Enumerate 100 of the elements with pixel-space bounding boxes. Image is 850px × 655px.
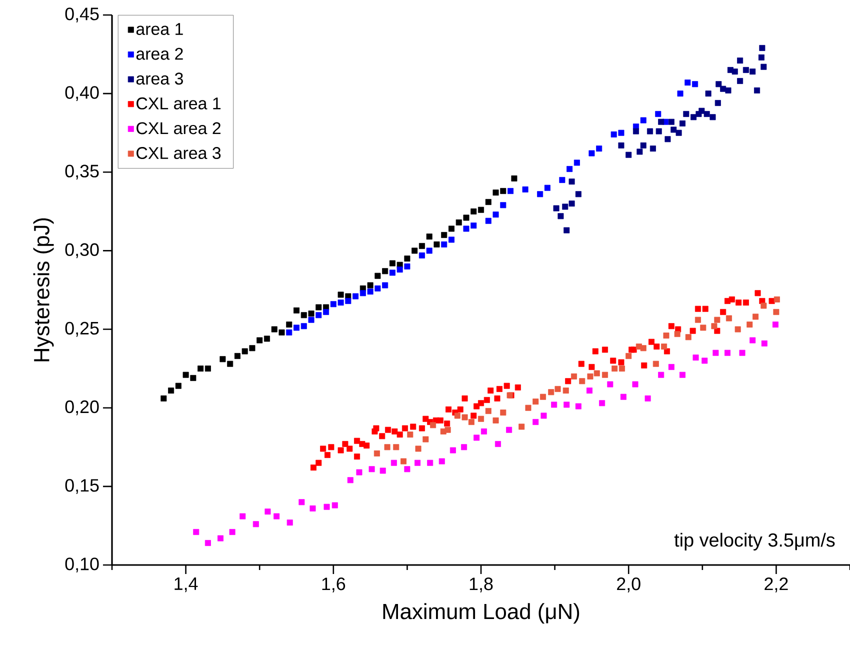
point <box>430 422 436 428</box>
point <box>574 160 580 166</box>
point <box>548 389 554 396</box>
point <box>772 322 778 328</box>
point <box>310 505 316 512</box>
point <box>448 226 454 232</box>
point <box>626 152 632 158</box>
point <box>175 382 182 389</box>
point <box>426 234 432 240</box>
point <box>670 126 677 133</box>
point <box>704 110 710 117</box>
point <box>679 120 686 126</box>
point <box>647 128 654 134</box>
point <box>316 312 322 318</box>
point <box>737 58 744 64</box>
point <box>160 395 167 402</box>
point <box>610 131 617 138</box>
point <box>274 513 280 520</box>
legend-label: area 1 <box>136 23 183 36</box>
point <box>746 322 753 328</box>
point <box>300 323 307 330</box>
point <box>759 44 766 51</box>
point <box>564 227 570 234</box>
point <box>636 148 643 155</box>
point <box>190 374 196 381</box>
y-tick-label: 0,40 <box>65 86 99 101</box>
point <box>249 345 256 352</box>
legend-label: CXL area 1 <box>136 97 221 110</box>
point <box>508 188 514 194</box>
point <box>711 323 718 330</box>
point <box>559 176 566 183</box>
point <box>441 232 448 238</box>
point <box>532 398 539 405</box>
point <box>579 378 586 384</box>
point <box>198 366 204 372</box>
x-tick-label: 1,8 <box>470 578 493 592</box>
point <box>286 520 293 526</box>
point <box>575 191 582 198</box>
point <box>683 110 690 117</box>
point <box>750 68 756 75</box>
y-tick-label: 0,30 <box>65 243 99 258</box>
point <box>345 298 352 304</box>
point <box>566 166 573 172</box>
point <box>400 458 407 464</box>
point <box>525 404 532 411</box>
point <box>774 296 780 302</box>
point <box>462 414 468 420</box>
point <box>652 360 659 367</box>
point <box>562 388 569 394</box>
point <box>389 270 396 276</box>
annotation: tip velocity 3.5μm/s <box>674 532 835 550</box>
x-tick-label: 2,2 <box>764 578 788 592</box>
point <box>470 222 477 229</box>
point <box>518 424 525 430</box>
point <box>626 352 632 359</box>
point <box>551 402 558 408</box>
point <box>422 436 429 442</box>
point <box>374 272 381 279</box>
point <box>204 366 211 372</box>
point <box>668 364 674 370</box>
point <box>278 329 285 336</box>
point <box>760 302 767 309</box>
point <box>710 114 716 120</box>
point <box>620 394 626 400</box>
y-axis-title: Hysteresis (pJ) <box>33 218 54 362</box>
point <box>382 268 388 274</box>
point <box>396 266 403 273</box>
point <box>588 150 595 156</box>
point <box>256 337 263 344</box>
point <box>618 366 625 372</box>
point <box>599 400 606 406</box>
point <box>742 66 749 73</box>
point <box>674 330 680 337</box>
point <box>656 128 662 134</box>
x-axis-title: Maximum Load (μN) <box>383 603 580 624</box>
point <box>204 540 211 546</box>
point <box>338 292 344 298</box>
y-tick-label: 0,25 <box>65 322 99 337</box>
point <box>632 381 638 388</box>
point <box>658 372 664 378</box>
point <box>758 54 764 60</box>
point <box>352 293 359 300</box>
point <box>640 117 646 124</box>
point <box>698 108 705 114</box>
point <box>612 366 618 372</box>
point <box>540 394 546 400</box>
point <box>463 214 470 221</box>
point <box>380 468 386 474</box>
point <box>485 198 492 205</box>
point <box>714 316 720 323</box>
point <box>692 354 699 361</box>
point <box>540 412 547 419</box>
point <box>739 350 746 356</box>
point <box>511 175 518 182</box>
point <box>661 344 668 350</box>
point <box>752 314 759 320</box>
point <box>444 426 451 433</box>
point <box>500 188 506 194</box>
y-tick-label: 0,20 <box>65 400 99 416</box>
point <box>384 444 390 450</box>
